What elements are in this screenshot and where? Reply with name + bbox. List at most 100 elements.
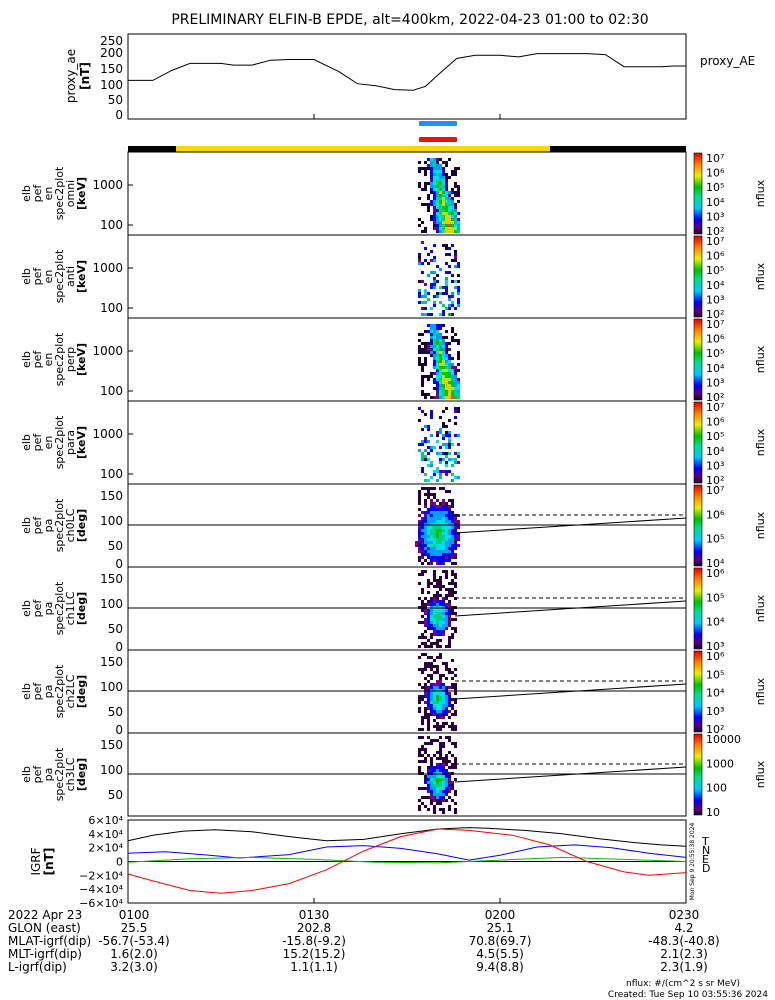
pitch-angle-cell bbox=[433, 615, 436, 618]
pitch-angle-cell bbox=[421, 686, 424, 689]
spectrogram-cell bbox=[445, 342, 448, 345]
loss-cone-line bbox=[454, 600, 687, 617]
spectrogram-cell bbox=[457, 292, 460, 295]
pitch-angle-cell bbox=[451, 535, 454, 538]
pitch-angle-cell bbox=[442, 760, 445, 763]
pitch-angle-cell bbox=[448, 790, 451, 793]
spectrogram-cell bbox=[436, 351, 439, 354]
spectrogram-cell bbox=[442, 443, 445, 446]
spectrogram-cell bbox=[454, 203, 457, 206]
pitch-angle-cell bbox=[436, 633, 439, 636]
pitch-angle-cell bbox=[433, 538, 436, 541]
pitch-angle-cell bbox=[439, 639, 442, 642]
spectrogram-cell bbox=[433, 188, 436, 191]
panel-ylabel-5: [keV] bbox=[75, 260, 88, 293]
spectrogram-cell bbox=[451, 330, 454, 333]
spectrogram-cell bbox=[418, 259, 421, 262]
pitch-angle-cell bbox=[436, 612, 439, 615]
pitch-angle-cell bbox=[442, 722, 445, 725]
spectrogram-cell bbox=[424, 357, 427, 360]
l-0130: 1.1(1.1) bbox=[290, 960, 338, 974]
pitch-angle-cell bbox=[445, 778, 448, 781]
colorbar bbox=[693, 733, 703, 816]
pitch-angle-cell bbox=[430, 556, 433, 559]
spectrogram-cell bbox=[457, 461, 460, 464]
spectrogram-cell bbox=[424, 437, 427, 440]
pitch-angle-cell bbox=[418, 701, 421, 704]
spectrogram-cell bbox=[442, 452, 445, 455]
spectrogram-cell bbox=[448, 396, 451, 399]
pitch-angle-cell bbox=[424, 597, 427, 600]
spectrogram-cell bbox=[436, 224, 439, 227]
spectrogram-cell bbox=[442, 396, 445, 399]
spectrogram-cell bbox=[442, 375, 445, 378]
pitch-angle-cell bbox=[439, 748, 442, 751]
pitch-angle-cell bbox=[448, 751, 451, 754]
pitch-angle-cell bbox=[427, 662, 430, 665]
spectrogram-cell bbox=[454, 191, 457, 194]
pitch-angle-cell bbox=[433, 811, 436, 814]
pitch-angle-cell bbox=[439, 784, 442, 787]
pitch-angle-cell bbox=[430, 686, 433, 689]
spectrogram-cell bbox=[448, 348, 451, 351]
spectrogram-cell bbox=[427, 375, 430, 378]
spectrogram-cell bbox=[451, 369, 454, 372]
pitch-angle-cell bbox=[418, 535, 421, 538]
mlat-0100: -56.7(-53.4) bbox=[98, 934, 169, 948]
spectrogram-cell bbox=[439, 227, 442, 230]
spectrogram-cell bbox=[436, 197, 439, 200]
spectrogram-cell bbox=[451, 396, 454, 399]
pitch-angle-cell bbox=[439, 529, 442, 532]
pitch-angle-cell bbox=[421, 562, 424, 565]
pitch-angle-cell bbox=[424, 775, 427, 778]
pitch-angle-cell bbox=[430, 692, 433, 695]
spectrogram-cell bbox=[445, 461, 448, 464]
pitch-angle-cell bbox=[427, 719, 430, 722]
pitch-angle-cell bbox=[436, 802, 439, 805]
pitch-angle-cell bbox=[418, 683, 421, 686]
spectrogram-cell bbox=[448, 342, 451, 345]
pitch-angle-cell bbox=[418, 787, 421, 790]
pitch-angle-cell bbox=[439, 609, 442, 612]
spectrogram-cell bbox=[436, 212, 439, 215]
pitch-angle-cell bbox=[433, 576, 436, 579]
pitch-angle-cell bbox=[424, 760, 427, 763]
pitch-angle-cell bbox=[430, 665, 433, 668]
igrf-ytick: 0 bbox=[116, 856, 123, 869]
pitch-angle-cell bbox=[445, 769, 448, 772]
pitch-angle-cell bbox=[436, 559, 439, 562]
panel-ylabel-2: en bbox=[42, 436, 55, 450]
spectrogram-cell bbox=[442, 230, 445, 233]
spectrogram-cell bbox=[457, 280, 460, 283]
spectrogram-cell bbox=[457, 262, 460, 265]
spectrogram-cell bbox=[436, 161, 439, 164]
pitch-angle-cell bbox=[418, 636, 421, 639]
pitch-angle-cell bbox=[439, 526, 442, 529]
pitch-angle-cell bbox=[433, 739, 436, 742]
spectrogram-cell bbox=[427, 351, 430, 354]
pitch-angle-cell bbox=[454, 802, 457, 805]
spectrogram-cell bbox=[442, 434, 445, 437]
pitch-angle-cell bbox=[451, 633, 454, 636]
spectrogram-cell bbox=[433, 345, 436, 348]
pitch-angle-cell bbox=[448, 775, 451, 778]
spectrogram-cell bbox=[427, 324, 430, 327]
l-0230: 2.3(1.9) bbox=[660, 960, 708, 974]
pitch-angle-cell bbox=[436, 553, 439, 556]
spectrogram-cell bbox=[439, 209, 442, 212]
spectrogram-cell bbox=[451, 384, 454, 387]
pitch-angle-cell bbox=[448, 550, 451, 553]
pitch-angle-cell bbox=[424, 609, 427, 612]
pitch-angle-cell bbox=[430, 600, 433, 603]
pitch-angle-cell bbox=[439, 754, 442, 757]
spectrogram-cell bbox=[445, 209, 448, 212]
colorbar-tick: 10⁵ bbox=[706, 591, 724, 604]
pitch-angle-cell bbox=[445, 707, 448, 710]
panel-ylabel-3: spec2plot bbox=[53, 664, 66, 718]
pitch-angle-cell bbox=[424, 787, 427, 790]
pitch-angle-cell bbox=[436, 781, 439, 784]
pitch-angle-cell bbox=[445, 701, 448, 704]
ytick-0: 0 bbox=[115, 557, 123, 571]
pitch-angle-cell bbox=[436, 535, 439, 538]
